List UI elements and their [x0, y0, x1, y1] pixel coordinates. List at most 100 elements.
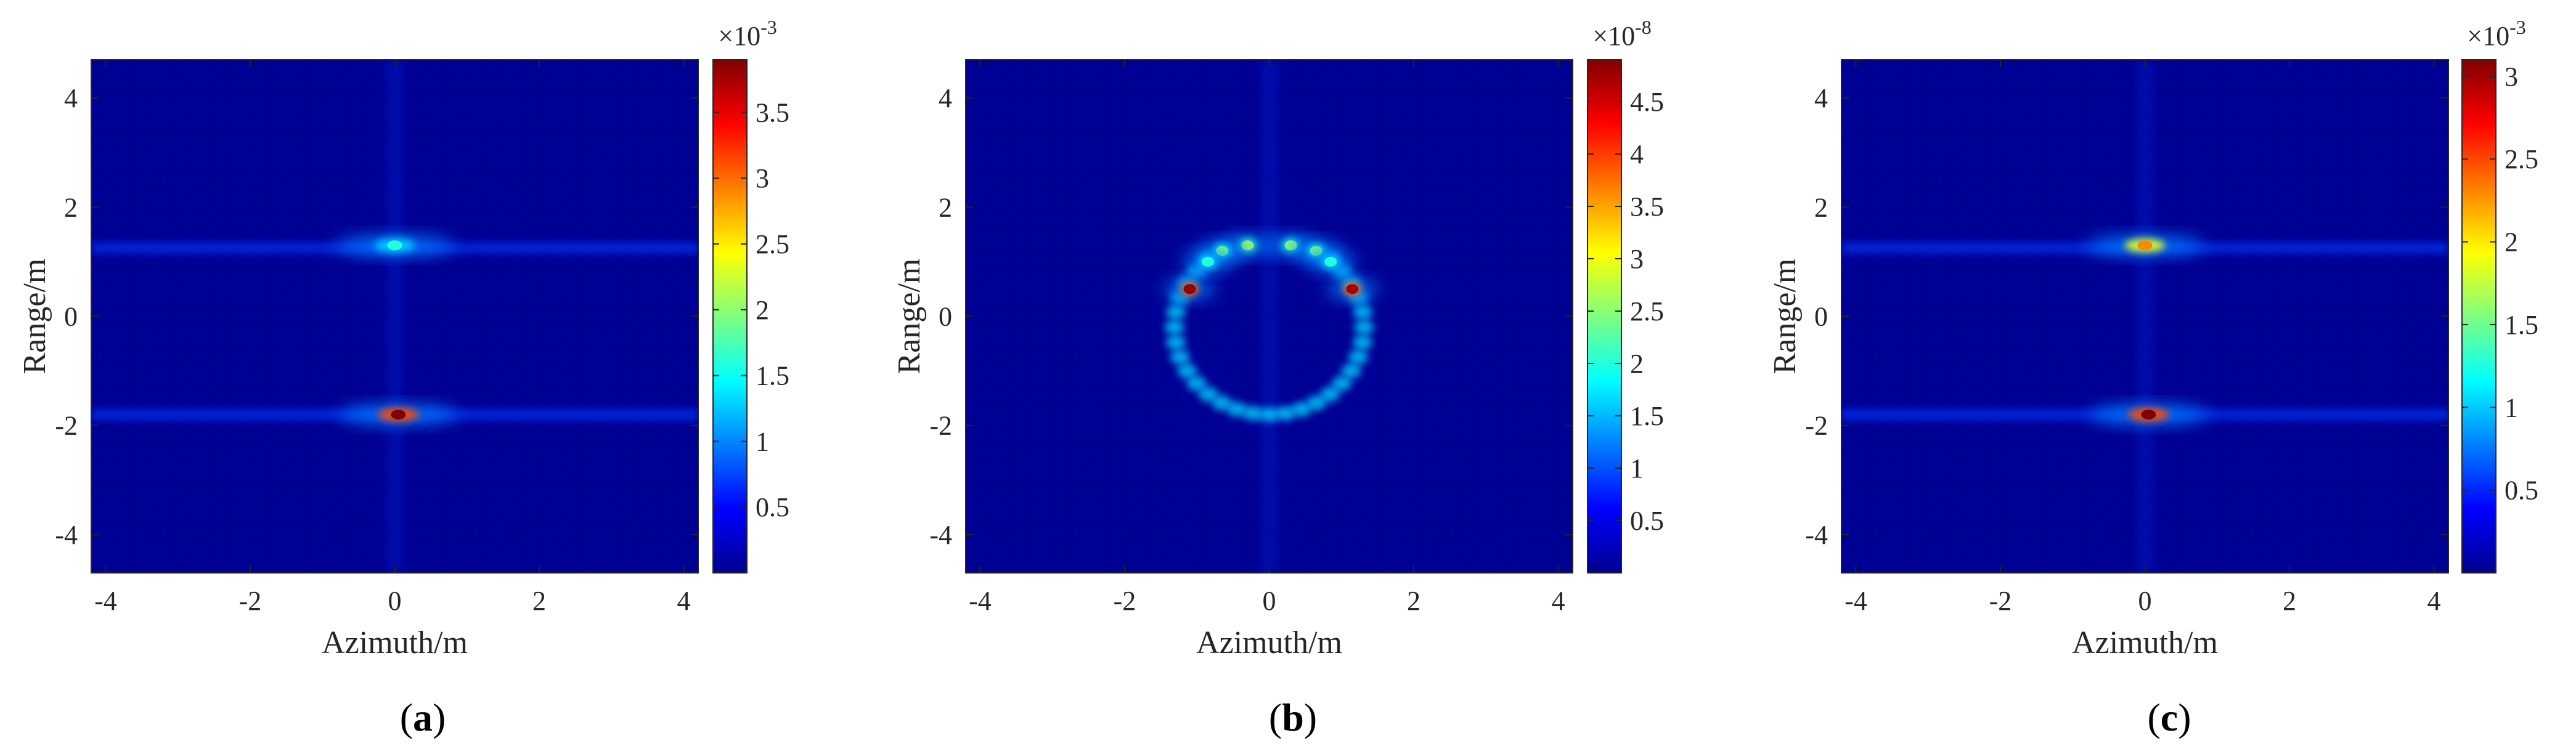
colorbar-tick-label: 0.5 [2505, 476, 2538, 506]
colorbar-gradient [1587, 59, 1622, 574]
x-axis-label: Azimuth/m [2072, 625, 2218, 660]
colorbar-tick-label: 1 [1630, 453, 1644, 484]
colorbar-tick-label: 3 [756, 163, 769, 193]
colorbar-tick-label: 3 [1630, 244, 1644, 274]
panel-b: -4 -2 0 2 4 -4 -2 0 2 4 Azimuth/m Range/m (b) 0.5 1 1.5… [892, 16, 1664, 739]
ring-scatterer [1165, 304, 1186, 320]
vertical-sidelobe [2136, 60, 2154, 573]
panel-label: (a) [400, 695, 446, 739]
ring-scatterer [1186, 376, 1207, 391]
y-axis-label: Range/m [892, 259, 927, 375]
y-axis-label: Range/m [17, 259, 52, 375]
y-tick-label: 0 [64, 302, 78, 332]
x-tick-label: 0 [2138, 586, 2152, 616]
x-tick-label: 2 [2283, 586, 2296, 616]
colorbar-tick-label: 2.5 [756, 229, 789, 259]
y-tick-label: -4 [929, 520, 952, 550]
colorbar-exponent: ×10-3 [2467, 16, 2525, 51]
ring-scatterer [1212, 395, 1232, 411]
ring-scatterer [1348, 349, 1369, 365]
ring-scatterer [1259, 407, 1279, 423]
panel-label: (c) [2147, 695, 2191, 739]
ring-scatterer [1170, 349, 1190, 365]
panel-c: -4 -2 0 2 4 -4 -2 0 2 4 Azimuth/m Range/m (c) 0.5 1 1.5… [1767, 16, 2538, 739]
colorbar-tick-label: 0.5 [756, 492, 789, 522]
ring-scatterer [1353, 334, 1373, 350]
colorbar-tick-label: 0.5 [1630, 506, 1664, 536]
colorbar-tick-label: 2.5 [1630, 296, 1664, 326]
colorbar-tick-label: 3 [2505, 62, 2518, 92]
colorbar-exponent: ×10-3 [718, 16, 776, 51]
ring-scatterer [1354, 320, 1374, 335]
panel-a: -4 -2 0 2 4 -4 -2 0 2 4 Azimuth/m Range/m (a) 0.5 1 1.5… [17, 16, 789, 739]
hotspot-core [1183, 284, 1196, 294]
heatmap-field [1164, 60, 1378, 573]
hotspot-core [1324, 256, 1337, 267]
colorbar-tick-label: 2 [756, 295, 769, 325]
colorbar-tick-label: 1 [2505, 392, 2518, 423]
colorbar-tick-label: 1 [756, 426, 769, 456]
x-tick-label: -2 [239, 586, 262, 616]
x-tick-label: -4 [969, 586, 992, 616]
ring-scatterer [1320, 386, 1340, 402]
x-tick-label: -2 [1114, 586, 1136, 616]
colorbar-tick-label: 1.5 [2505, 310, 2538, 340]
hotspot-core [1346, 284, 1359, 294]
vertical-sidelobe [386, 60, 404, 573]
ring-scatterer [1353, 304, 1373, 320]
heatmap-field [91, 60, 698, 573]
ring-scatterer [1292, 402, 1312, 417]
x-tick-label: 4 [2427, 586, 2441, 616]
hotspot-core [391, 410, 406, 420]
y-tick-label: -2 [929, 411, 952, 441]
x-tick-label: 0 [388, 586, 402, 616]
x-tick-label: -4 [1844, 586, 1867, 616]
colorbar-gradient [712, 59, 748, 574]
colorbar-gradient [2461, 59, 2497, 574]
y-tick-label: 0 [939, 302, 952, 332]
ring-scatterer [1276, 405, 1296, 421]
ring-scatterer [1306, 395, 1327, 411]
y-axis-label: Range/m [1767, 259, 1803, 375]
colorbar-tick-label: 2 [2505, 227, 2518, 257]
y-tick-label: -2 [55, 411, 78, 441]
ring-scatterer [1165, 334, 1186, 350]
vertical-sidelobe [1260, 60, 1278, 573]
y-tick-label: 4 [1814, 83, 1828, 113]
y-tick-label: -4 [1805, 520, 1828, 550]
ring-scatterer [1226, 402, 1247, 417]
hotspot-core [1201, 256, 1214, 267]
ring-scatterer [1242, 405, 1263, 421]
y-tick-label: -4 [55, 520, 78, 550]
heatmap-field [1841, 60, 2448, 573]
x-tick-label: -4 [94, 586, 117, 616]
colorbar-tick-label: 2 [1630, 349, 1644, 379]
x-tick-label: 4 [677, 586, 691, 616]
hotspot-core [387, 240, 402, 251]
ring-scatterer [1198, 386, 1218, 402]
x-tick-label: 0 [1263, 586, 1276, 616]
ring-scatterer [1341, 363, 1361, 379]
x-axis-label: Azimuth/m [322, 625, 468, 660]
colorbar-tick-label: 4.5 [1630, 87, 1664, 117]
colorbar-tick-label: 1.5 [756, 361, 789, 391]
colorbar: 0.5 1 1.5 2 2.5 3 3.5 4 4.5 ×10-8 [1587, 16, 1664, 574]
hotspot-core [2141, 410, 2156, 420]
x-tick-label: 4 [1552, 586, 1565, 616]
x-tick-label: 2 [1407, 586, 1420, 616]
x-axis-label: Azimuth/m [1196, 625, 1342, 660]
colorbar-tick-label: 3.5 [1630, 192, 1664, 222]
colorbar: 0.5 1 1.5 2 2.5 3 ×10-3 [2461, 16, 2538, 574]
x-tick-label: 2 [532, 586, 546, 616]
colorbar-tick-label: 1.5 [1630, 401, 1664, 431]
colorbar: 0.5 1 1.5 2 2.5 3 3.5 ×10-3 [712, 16, 789, 574]
y-tick-label: 4 [939, 83, 952, 113]
y-tick-label: 2 [939, 192, 952, 222]
y-tick-label: 0 [1814, 302, 1828, 332]
colorbar-tick-label: 3.5 [756, 97, 789, 128]
colorbar-tick-label: 2.5 [2505, 144, 2538, 174]
colorbar-tick-label: 4 [1630, 139, 1644, 169]
y-tick-label: 2 [64, 192, 78, 222]
y-tick-label: 4 [64, 83, 78, 113]
